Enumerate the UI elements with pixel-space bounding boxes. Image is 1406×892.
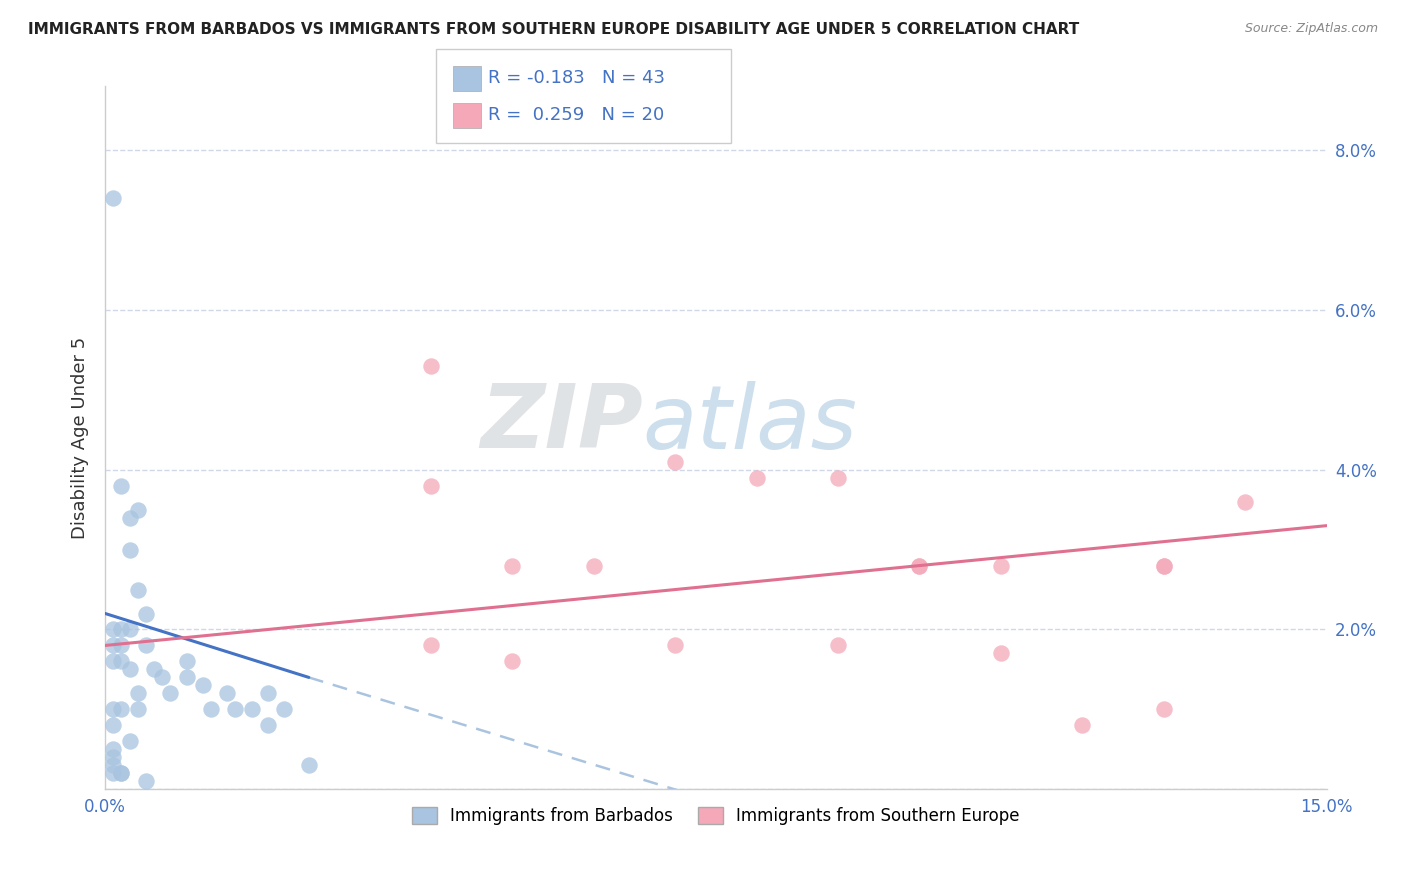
- Point: [240, 702, 263, 716]
- Point: [103, 655, 125, 669]
- Point: [118, 734, 141, 748]
- Point: [257, 686, 280, 700]
- Point: [118, 623, 141, 637]
- Point: [127, 702, 149, 716]
- Text: atlas: atlas: [643, 381, 858, 467]
- Text: IMMIGRANTS FROM BARBADOS VS IMMIGRANTS FROM SOUTHERN EUROPE DISABILITY AGE UNDER: IMMIGRANTS FROM BARBADOS VS IMMIGRANTS F…: [28, 22, 1080, 37]
- Point: [103, 750, 125, 764]
- Text: R = -0.183   N = 43: R = -0.183 N = 43: [488, 69, 665, 87]
- Point: [135, 639, 157, 653]
- Legend: Immigrants from Barbados, Immigrants from Southern Europe: Immigrants from Barbados, Immigrants fro…: [404, 798, 1028, 834]
- Point: [103, 191, 125, 205]
- Point: [582, 558, 605, 573]
- Point: [110, 623, 132, 637]
- Point: [110, 766, 132, 780]
- Point: [118, 542, 141, 557]
- Point: [1153, 702, 1175, 716]
- Text: Source: ZipAtlas.com: Source: ZipAtlas.com: [1244, 22, 1378, 36]
- Point: [257, 718, 280, 732]
- Point: [103, 718, 125, 732]
- Point: [191, 678, 214, 692]
- Text: R =  0.259   N = 20: R = 0.259 N = 20: [488, 106, 664, 124]
- Point: [110, 479, 132, 493]
- Point: [127, 502, 149, 516]
- Point: [103, 766, 125, 780]
- Point: [135, 774, 157, 789]
- Y-axis label: Disability Age Under 5: Disability Age Under 5: [72, 336, 89, 539]
- Point: [419, 639, 441, 653]
- Point: [110, 766, 132, 780]
- Point: [127, 582, 149, 597]
- Point: [127, 686, 149, 700]
- Point: [200, 702, 222, 716]
- Text: ZIP: ZIP: [479, 380, 643, 467]
- Point: [827, 471, 849, 485]
- Point: [103, 758, 125, 772]
- Point: [273, 702, 295, 716]
- Point: [110, 639, 132, 653]
- Point: [990, 647, 1012, 661]
- Point: [990, 558, 1012, 573]
- Point: [150, 670, 173, 684]
- Point: [176, 670, 198, 684]
- Point: [118, 662, 141, 676]
- Point: [1153, 558, 1175, 573]
- Point: [1234, 494, 1257, 508]
- Point: [159, 686, 181, 700]
- Point: [419, 359, 441, 373]
- Point: [501, 558, 523, 573]
- Point: [908, 558, 931, 573]
- Point: [745, 471, 768, 485]
- Point: [419, 479, 441, 493]
- Point: [135, 607, 157, 621]
- Point: [143, 662, 166, 676]
- Point: [908, 558, 931, 573]
- Point: [103, 742, 125, 756]
- Point: [110, 655, 132, 669]
- Point: [118, 510, 141, 524]
- Point: [224, 702, 246, 716]
- Point: [103, 623, 125, 637]
- Point: [176, 655, 198, 669]
- Point: [110, 702, 132, 716]
- Point: [103, 702, 125, 716]
- Point: [103, 639, 125, 653]
- Point: [298, 758, 321, 772]
- Point: [217, 686, 239, 700]
- Point: [501, 655, 523, 669]
- Point: [1153, 558, 1175, 573]
- Point: [664, 639, 686, 653]
- Point: [1071, 718, 1094, 732]
- Point: [664, 455, 686, 469]
- Point: [827, 639, 849, 653]
